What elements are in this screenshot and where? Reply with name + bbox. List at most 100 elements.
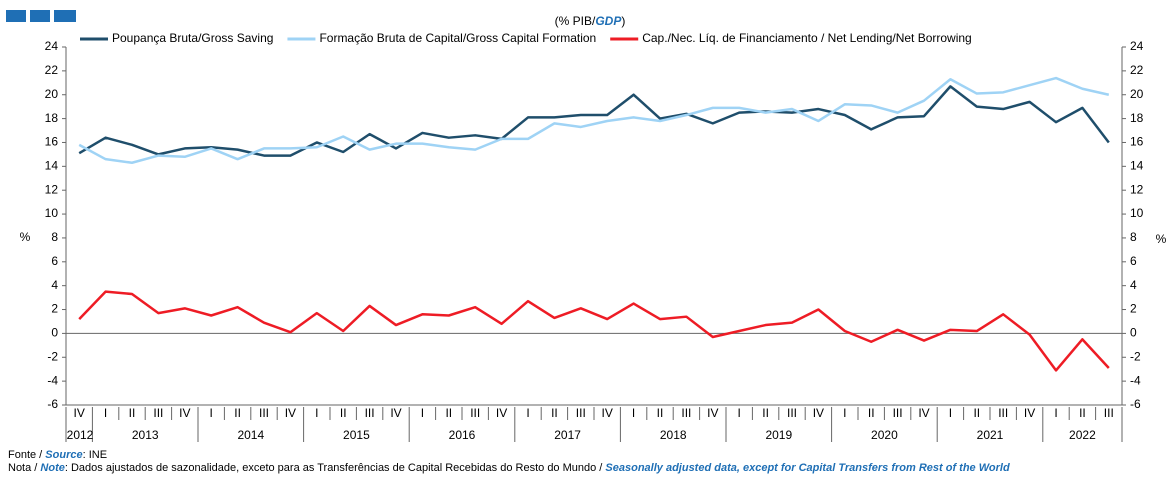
- x-tick-label: III: [365, 406, 375, 420]
- source: Fonte / Source: INE: [8, 449, 1168, 461]
- y-tick-label: 14: [45, 159, 59, 173]
- source-label: Fonte /: [8, 449, 46, 461]
- x-tick-label: IV: [707, 406, 718, 420]
- x-tick-label: III: [576, 406, 586, 420]
- y2-tick-label: -6: [1130, 397, 1141, 411]
- source-label-en: Source: [45, 449, 83, 461]
- x-tick-label: II: [551, 406, 558, 420]
- x-tick-label: IV: [1024, 406, 1035, 420]
- title-part: ): [621, 14, 625, 28]
- x-tick-label: IV: [602, 406, 613, 420]
- year-label: 2013: [132, 428, 159, 442]
- y-tick-label: 6: [51, 254, 58, 268]
- x-tick-label: IV: [179, 406, 190, 420]
- year-label: 2012: [67, 428, 94, 442]
- legend-label: Formação Bruta de Capital/Gross Capital …: [319, 31, 596, 45]
- x-tick-label: II: [868, 406, 875, 420]
- y2-tick-label: 14: [1130, 159, 1144, 173]
- x-tick-label: II: [973, 406, 980, 420]
- y2-axis-label: %: [1156, 232, 1167, 246]
- y-axis-label: %: [20, 230, 31, 244]
- title-part: GDP: [595, 14, 622, 28]
- year-label: 2019: [765, 428, 792, 442]
- header-block: [30, 10, 50, 22]
- y2-tick-label: 24: [1130, 39, 1144, 53]
- note-text-en: Seasonally adjusted data, except for Cap…: [605, 462, 1010, 474]
- y2-tick-label: 8: [1130, 230, 1137, 244]
- y2-tick-label: 10: [1130, 206, 1144, 220]
- year-label: 2021: [977, 428, 1004, 442]
- x-tick-label: IV: [496, 406, 507, 420]
- x-tick-label: I: [421, 406, 424, 420]
- y2-tick-label: 4: [1130, 278, 1137, 292]
- y2-tick-label: 18: [1130, 111, 1144, 125]
- x-tick-label: III: [681, 406, 691, 420]
- year-label: 2022: [1069, 428, 1096, 442]
- year-label: 2015: [343, 428, 370, 442]
- legend-label: Cap./Nec. Líq. de Financiamento / Net Le…: [642, 31, 972, 45]
- y-tick-label: 2: [51, 302, 58, 316]
- note-text: : Dados ajustados de sazonalidade, excet…: [64, 462, 606, 474]
- y-tick-label: -4: [47, 373, 58, 387]
- note-label: Nota /: [8, 462, 41, 474]
- year-label: 2017: [554, 428, 581, 442]
- x-tick-label: I: [315, 406, 318, 420]
- y2-tick-label: -2: [1130, 349, 1141, 363]
- y-tick-label: 12: [45, 182, 59, 196]
- x-tick-label: III: [259, 406, 269, 420]
- series-line: [78, 76, 1110, 164]
- x-tick-label: I: [949, 406, 952, 420]
- x-tick-label: III: [1104, 406, 1114, 420]
- x-tick-label: I: [210, 406, 213, 420]
- y-tick-label: 18: [45, 111, 59, 125]
- x-tick-label: II: [762, 406, 769, 420]
- x-tick-label: I: [632, 406, 635, 420]
- x-tick-label: II: [129, 406, 136, 420]
- y-tick-label: 0: [51, 326, 58, 340]
- y-tick-label: 8: [51, 230, 58, 244]
- x-tick-label: I: [104, 406, 107, 420]
- header-block: [54, 10, 76, 22]
- x-tick-label: I: [738, 406, 741, 420]
- x-tick-label: III: [893, 406, 903, 420]
- year-label: 2018: [660, 428, 687, 442]
- y-tick-label: 10: [45, 206, 59, 220]
- chart-title: (% PIB/GDP): [555, 14, 626, 28]
- y2-tick-label: 0: [1130, 326, 1137, 340]
- y-tick-label: 4: [51, 278, 58, 292]
- year-label: 2020: [871, 428, 898, 442]
- x-tick-label: IV: [74, 406, 85, 420]
- x-tick-label: III: [153, 406, 163, 420]
- x-tick-label: III: [787, 406, 797, 420]
- y-tick-label: 16: [45, 135, 59, 149]
- chart: (% PIB/GDP) % % -6-4-2024681012141618202…: [6, 10, 1167, 442]
- x-tick-label: II: [445, 406, 452, 420]
- y2-tick-label: 6: [1130, 254, 1137, 268]
- x-tick-label: II: [1079, 406, 1086, 420]
- legend-label: Poupança Bruta/Gross Saving: [112, 31, 273, 45]
- x-tick-label: IV: [918, 406, 929, 420]
- y2-tick-label: 22: [1130, 63, 1144, 77]
- title-part: (% PIB/: [555, 14, 596, 28]
- y-tick-label: -2: [47, 349, 58, 363]
- series-line: [78, 85, 1110, 157]
- note: Nota / Note: Dados ajustados de sazonali…: [8, 462, 1168, 474]
- x-tick-label: II: [657, 406, 664, 420]
- note-label-en: Note: [40, 462, 65, 474]
- x-tick-label: IV: [285, 406, 296, 420]
- year-label: 2016: [449, 428, 476, 442]
- x-tick-label: III: [998, 406, 1008, 420]
- x-tick-label: II: [340, 406, 347, 420]
- y2-tick-label: 16: [1130, 135, 1144, 149]
- x-tick-label: IV: [390, 406, 401, 420]
- y-tick-label: -6: [47, 397, 58, 411]
- x-tick-label: I: [1054, 406, 1057, 420]
- source-text: : INE: [82, 449, 108, 461]
- y-tick-label: 24: [45, 39, 59, 53]
- x-tick-label: III: [470, 406, 480, 420]
- y2-tick-label: -4: [1130, 373, 1141, 387]
- year-label: 2014: [237, 428, 264, 442]
- y2-tick-label: 20: [1130, 87, 1144, 101]
- header-block: [6, 10, 26, 22]
